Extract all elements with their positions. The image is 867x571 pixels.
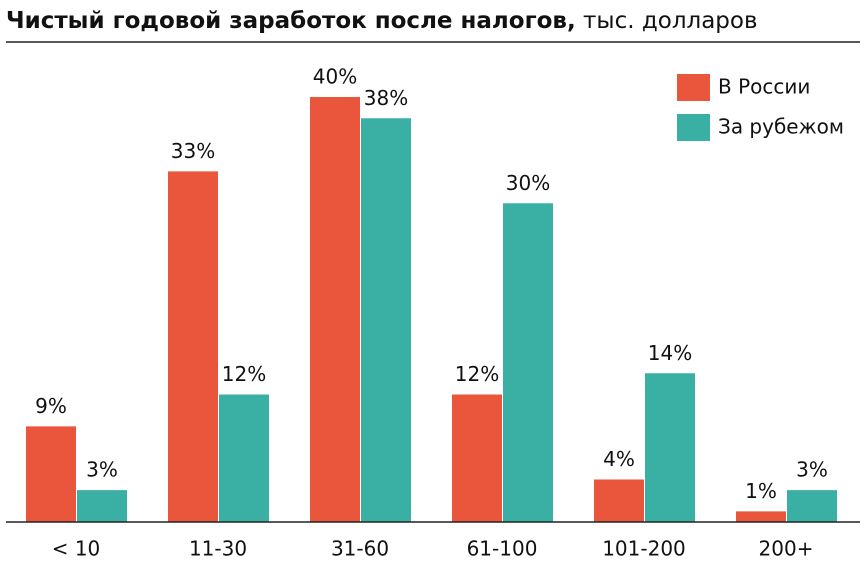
bar — [645, 373, 695, 522]
bar — [787, 490, 837, 522]
title-units: тыс. долларов — [583, 8, 758, 34]
x-tick-label: 101-200 — [602, 537, 686, 561]
bar — [503, 203, 553, 522]
bar — [26, 426, 76, 522]
x-tick-label: 31-60 — [331, 537, 389, 561]
value-label: 14% — [648, 341, 692, 365]
x-tick-label: 61-100 — [467, 537, 538, 561]
legend-swatch — [677, 114, 710, 141]
bar — [361, 118, 411, 522]
value-label: 30% — [506, 171, 550, 195]
value-label: 40% — [313, 65, 357, 89]
x-tick-label: 200+ — [759, 537, 814, 561]
chart-title: Чистый годовой заработок после налогов, … — [6, 8, 758, 34]
bar — [310, 97, 360, 522]
bar — [452, 394, 502, 522]
value-label: 9% — [35, 394, 67, 418]
value-label: 3% — [86, 458, 118, 482]
value-label: 12% — [455, 362, 499, 386]
value-label: 3% — [796, 458, 828, 482]
bar — [77, 490, 127, 522]
bar — [168, 171, 218, 522]
legend-label: За рубежом — [718, 115, 844, 139]
value-label: 4% — [603, 447, 635, 471]
legend-label: В России — [718, 75, 810, 99]
x-tick-label: 11-30 — [189, 537, 247, 561]
bar — [219, 394, 269, 522]
value-label: 12% — [222, 362, 266, 386]
legend-swatch — [677, 74, 710, 101]
bar — [594, 479, 644, 522]
bar — [736, 511, 786, 522]
value-label: 1% — [745, 479, 777, 503]
x-tick-label: < 10 — [52, 537, 101, 561]
value-label: 38% — [364, 86, 408, 110]
value-label: 33% — [171, 139, 215, 163]
title-main: Чистый годовой заработок после налогов, — [6, 8, 576, 34]
